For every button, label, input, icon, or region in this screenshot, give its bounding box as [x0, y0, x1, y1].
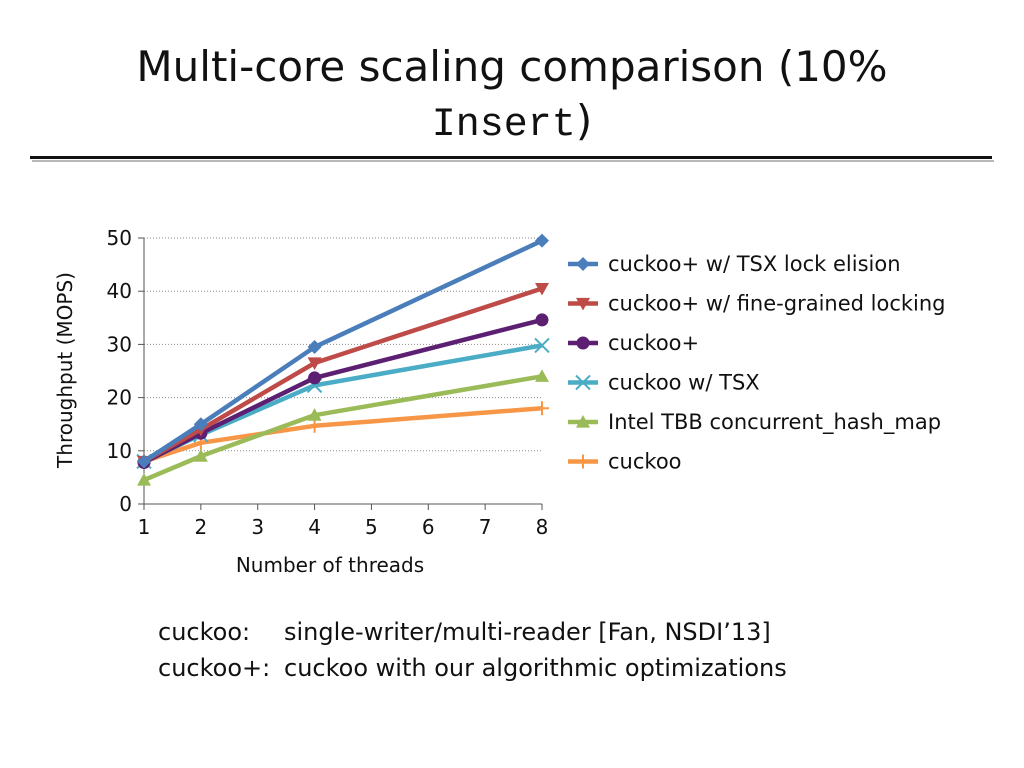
footnote-cuckoo: cuckoo: single-writer/multi-reader [Fan, …: [158, 614, 787, 650]
footnote-key: cuckoo:: [158, 618, 251, 646]
data-point: [534, 337, 550, 354]
series-intel-tbb-concurrent-hash-map: [137, 369, 549, 486]
data-point: [307, 357, 322, 371]
data-point: [535, 282, 549, 296]
data-point: [193, 449, 208, 462]
data-point: [307, 340, 322, 355]
legend-label: cuckoo+ w/ TSX lock elision: [608, 252, 901, 276]
x-tick-label: 1: [138, 515, 151, 539]
data-point: [137, 473, 151, 486]
footnote-text: single-writer/multi-reader [Fan, NSDI’13…: [284, 618, 771, 646]
series-cuckoo-w-fine-grained-locking: [137, 282, 549, 469]
chart-series: [136, 233, 550, 486]
legend-item: cuckoo+ w/ fine-grained locking: [568, 292, 946, 316]
legend-item: Intel TBB concurrent_hash_map: [568, 410, 941, 435]
legend-marker: [576, 297, 590, 311]
series-cuckoo-w-tsx: [136, 337, 550, 470]
title-rule: [30, 156, 992, 159]
chart-tick-labels: 0 10 20 30 40 50 1 2 3 4 5 6 7 8: [107, 226, 549, 539]
legend-label: cuckoo+ w/ fine-grained locking: [608, 292, 946, 316]
data-point: [535, 313, 549, 327]
title-line-1: Multi-core scaling comparison (10%: [136, 42, 888, 91]
x-tick-label: 4: [308, 515, 321, 539]
x-tick-label: 3: [251, 515, 264, 539]
legend-marker: [576, 257, 590, 271]
y-tick-label: 10: [107, 439, 132, 463]
data-point: [307, 408, 322, 421]
data-point: [307, 418, 322, 433]
legend-item: cuckoo w/ TSX: [568, 371, 760, 395]
legend-label: Intel TBB concurrent_hash_map: [608, 410, 941, 435]
title-close-paren: ): [575, 96, 593, 145]
legend-marker: [576, 336, 590, 350]
data-point: [535, 233, 549, 248]
legend-label: cuckoo: [608, 450, 682, 474]
y-tick-label: 50: [107, 226, 132, 250]
legend-marker: [576, 454, 590, 469]
x-tick-label: 7: [479, 515, 492, 539]
legend-item: cuckoo+ w/ TSX lock elision: [568, 252, 901, 276]
series-line: [143, 374, 543, 483]
title-code-word: Insert: [431, 103, 576, 148]
footnotes: cuckoo: single-writer/multi-reader [Fan, …: [158, 614, 787, 686]
x-tick-label: 5: [365, 515, 378, 539]
footnote-cuckoo-plus: cuckoo+: cuckoo with our algorithmic opti…: [158, 650, 787, 686]
legend-marker: [576, 415, 590, 428]
y-tick-label: 20: [107, 386, 132, 410]
x-tick-label: 2: [194, 515, 207, 539]
y-axis-label: Throughput (MOPS): [53, 272, 77, 469]
x-tick-label: 8: [536, 515, 549, 539]
title-line-2: Insert): [0, 94, 1024, 153]
throughput-chart: 0 10 20 30 40 50 1 2 3 4 5 6 7 8 Number of threads Th…: [53, 226, 946, 577]
data-point: [308, 371, 322, 385]
data-point: [137, 454, 151, 469]
y-tick-label: 40: [107, 279, 132, 303]
chart-legend: cuckoo+ w/ TSX lock elision cuckoo+ w/ fi…: [568, 252, 946, 474]
data-point: [193, 417, 208, 432]
series-cuckoo-w-tsx-lock-elision: [137, 233, 549, 469]
x-tick-label: 6: [422, 515, 435, 539]
legend-item: cuckoo+: [568, 331, 699, 355]
legend-marker: [575, 374, 591, 391]
series-line: [142, 238, 543, 464]
footnote-key: cuckoo+:: [158, 654, 271, 682]
data-point: [535, 369, 549, 382]
legend-label: cuckoo w/ TSX: [608, 371, 760, 395]
y-tick-label: 0: [119, 492, 132, 516]
data-point: [535, 401, 549, 416]
title-rule-shadow: [32, 160, 994, 162]
legend-item: cuckoo: [568, 450, 682, 474]
chart-axes: [138, 237, 543, 510]
footnote-text: cuckoo with our algorithmic optimization…: [284, 654, 787, 682]
slide-title: Multi-core scaling comparison (10% Inser…: [0, 40, 1024, 153]
legend-label: cuckoo+: [608, 331, 699, 355]
x-axis-label: Number of threads: [236, 553, 424, 577]
y-tick-label: 30: [107, 332, 132, 356]
